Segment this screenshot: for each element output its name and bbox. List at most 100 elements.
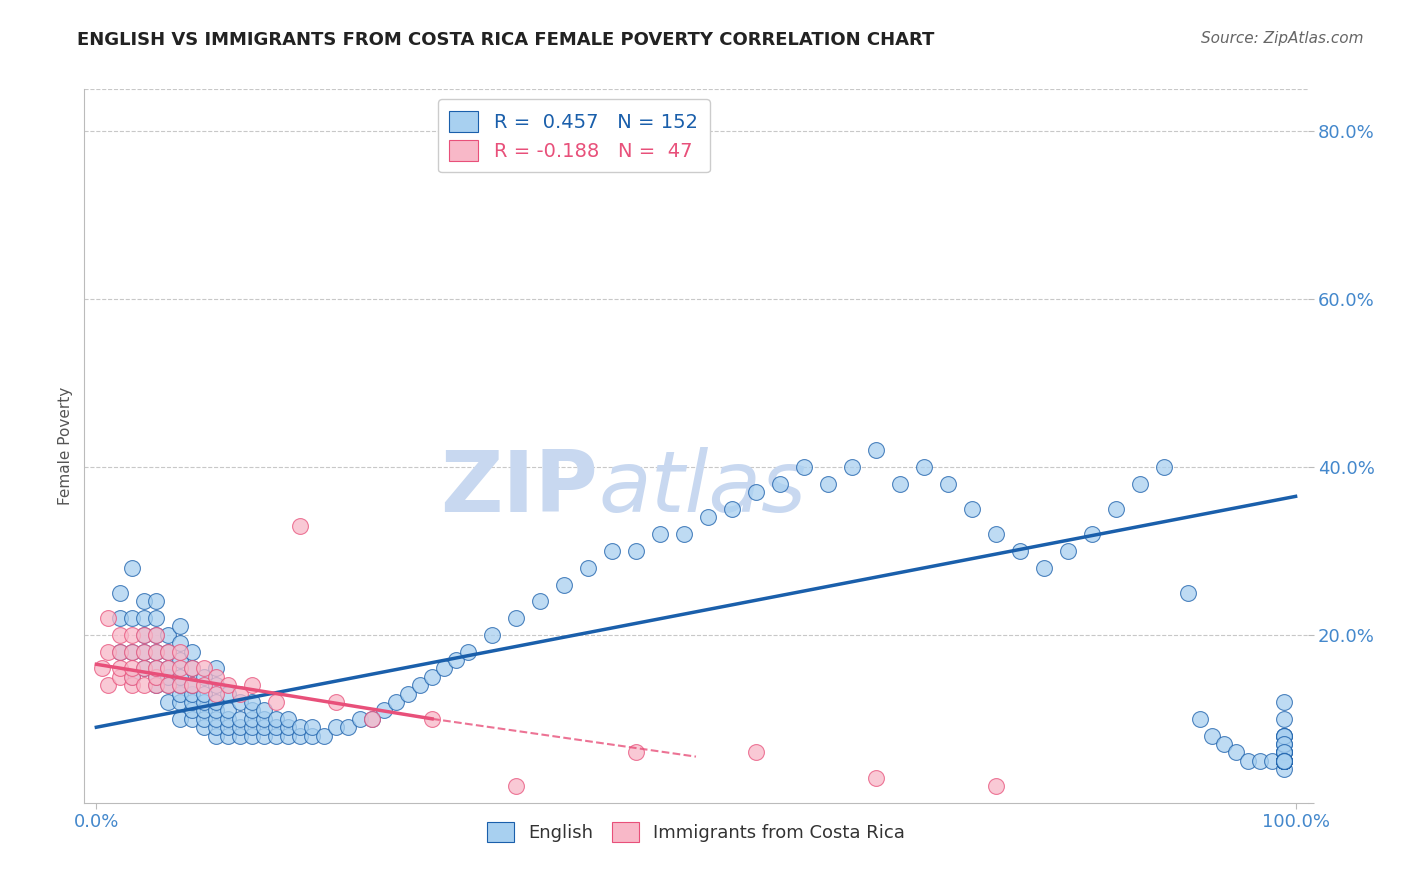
- Point: [277, 712, 299, 726]
- Point: [1177, 586, 1199, 600]
- Point: [349, 712, 371, 726]
- Point: [1272, 729, 1295, 743]
- Point: [193, 712, 215, 726]
- Point: [157, 678, 180, 692]
- Point: [240, 678, 263, 692]
- Point: [841, 460, 863, 475]
- Point: [1056, 544, 1078, 558]
- Point: [229, 712, 252, 726]
- Text: Source: ZipAtlas.com: Source: ZipAtlas.com: [1201, 31, 1364, 46]
- Point: [624, 746, 647, 760]
- Point: [134, 661, 156, 675]
- Point: [984, 779, 1007, 793]
- Point: [169, 619, 191, 633]
- Point: [420, 670, 443, 684]
- Point: [205, 720, 228, 734]
- Point: [145, 594, 167, 608]
- Point: [433, 661, 456, 675]
- Point: [1201, 729, 1223, 743]
- Text: atlas: atlas: [598, 447, 806, 531]
- Point: [169, 712, 191, 726]
- Point: [253, 720, 276, 734]
- Point: [325, 720, 347, 734]
- Point: [134, 645, 156, 659]
- Point: [169, 653, 191, 667]
- Point: [181, 703, 204, 717]
- Point: [121, 661, 143, 675]
- Point: [145, 678, 167, 692]
- Point: [169, 687, 191, 701]
- Point: [240, 695, 263, 709]
- Point: [157, 645, 180, 659]
- Point: [264, 695, 287, 709]
- Point: [1272, 695, 1295, 709]
- Point: [193, 678, 215, 692]
- Point: [217, 729, 239, 743]
- Point: [240, 712, 263, 726]
- Point: [1272, 754, 1295, 768]
- Point: [121, 611, 143, 625]
- Point: [264, 712, 287, 726]
- Point: [110, 670, 132, 684]
- Point: [157, 661, 180, 675]
- Point: [253, 703, 276, 717]
- Point: [110, 611, 132, 625]
- Text: ZIP: ZIP: [440, 447, 598, 531]
- Point: [385, 695, 408, 709]
- Point: [1188, 712, 1211, 726]
- Point: [1105, 502, 1128, 516]
- Point: [817, 476, 839, 491]
- Point: [1272, 754, 1295, 768]
- Point: [145, 645, 167, 659]
- Point: [624, 544, 647, 558]
- Point: [229, 687, 252, 701]
- Point: [181, 712, 204, 726]
- Point: [181, 687, 204, 701]
- Point: [181, 661, 204, 675]
- Point: [325, 695, 347, 709]
- Point: [912, 460, 935, 475]
- Point: [110, 586, 132, 600]
- Point: [205, 661, 228, 675]
- Point: [396, 687, 419, 701]
- Point: [169, 670, 191, 684]
- Point: [865, 443, 887, 458]
- Point: [409, 678, 432, 692]
- Point: [145, 670, 167, 684]
- Point: [648, 527, 671, 541]
- Point: [576, 560, 599, 574]
- Point: [217, 678, 239, 692]
- Point: [121, 628, 143, 642]
- Point: [600, 544, 623, 558]
- Point: [145, 670, 167, 684]
- Point: [121, 560, 143, 574]
- Point: [1272, 746, 1295, 760]
- Point: [1272, 746, 1295, 760]
- Point: [505, 779, 527, 793]
- Point: [1272, 754, 1295, 768]
- Point: [1272, 754, 1295, 768]
- Point: [960, 502, 983, 516]
- Point: [145, 661, 167, 675]
- Point: [229, 720, 252, 734]
- Point: [134, 678, 156, 692]
- Point: [745, 485, 768, 500]
- Point: [314, 729, 336, 743]
- Point: [264, 729, 287, 743]
- Point: [97, 645, 120, 659]
- Point: [1272, 754, 1295, 768]
- Point: [217, 720, 239, 734]
- Point: [205, 687, 228, 701]
- Point: [157, 670, 180, 684]
- Point: [361, 712, 384, 726]
- Point: [721, 502, 744, 516]
- Point: [240, 720, 263, 734]
- Point: [217, 703, 239, 717]
- Point: [91, 661, 114, 675]
- Point: [553, 577, 575, 591]
- Point: [193, 670, 215, 684]
- Point: [110, 628, 132, 642]
- Point: [1272, 762, 1295, 776]
- Point: [1272, 746, 1295, 760]
- Point: [145, 661, 167, 675]
